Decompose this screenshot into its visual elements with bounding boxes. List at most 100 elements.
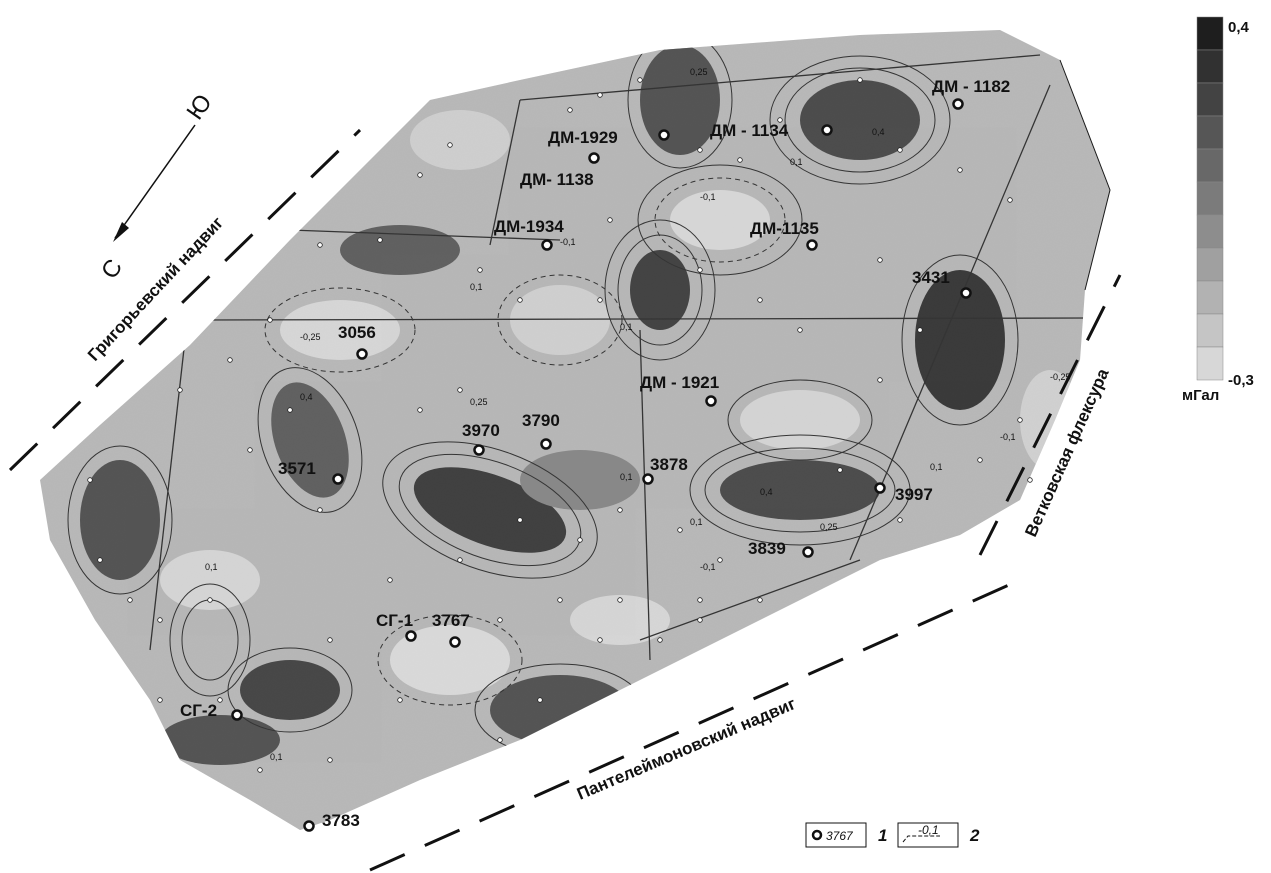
well-3878: 3878 <box>642 455 688 485</box>
survey-point <box>677 527 683 533</box>
survey-point <box>417 172 423 178</box>
survey-point <box>317 242 323 248</box>
well-label: ДМ - 1134 <box>710 121 789 140</box>
well-label: ДМ- 1138 <box>520 170 594 189</box>
scale-min-label: -0,3 <box>1228 372 1254 389</box>
map-outline <box>1059 59 1111 291</box>
survey-point <box>477 267 483 273</box>
well-3839: 3839 <box>748 539 814 558</box>
well-marker-icon <box>473 444 485 456</box>
scale-step <box>1196 82 1224 117</box>
well-label: 3970 <box>462 421 500 440</box>
contour-value-label: 0,1 <box>270 752 283 762</box>
well-marker-icon <box>405 630 417 642</box>
survey-point <box>617 507 623 513</box>
survey-point <box>287 407 293 413</box>
contour-value-label: -0,25 <box>300 332 321 342</box>
well-marker-icon <box>960 287 972 299</box>
contour-value-label: 0,1 <box>620 472 633 482</box>
survey-point <box>517 517 523 523</box>
scale-step <box>1196 16 1224 51</box>
well-marker-icon <box>806 239 818 251</box>
survey-point <box>217 697 223 703</box>
survey-point <box>597 637 603 643</box>
well-label: 3790 <box>522 411 560 430</box>
well-label: ДМ - 1921 <box>640 373 719 392</box>
well-label: ДМ - 1182 <box>932 77 1010 96</box>
well-dm-1934: ДМ-1934 <box>494 217 564 251</box>
survey-point <box>387 577 393 583</box>
survey-point <box>447 142 453 148</box>
legend-isoline-icon <box>902 835 940 843</box>
legend-isoline-sample: -0,1 <box>918 823 939 837</box>
scale-step <box>1196 313 1224 348</box>
well-dm-1135: ДМ-1135 <box>750 219 819 251</box>
scale-step <box>1196 214 1224 249</box>
contour-value-label: -0,1 <box>1000 432 1016 442</box>
survey-point <box>877 377 883 383</box>
well-marker-icon <box>642 473 654 485</box>
survey-points <box>87 77 1033 773</box>
vetkovskaya-flexure-line <box>978 274 1122 556</box>
survey-point <box>1007 197 1013 203</box>
scale-unit-label: мГал <box>1182 387 1219 404</box>
scale-step <box>1196 115 1224 150</box>
survey-point <box>87 477 93 483</box>
survey-point <box>657 637 663 643</box>
survey-point <box>247 447 253 453</box>
survey-point <box>257 767 263 773</box>
well-label: СГ-2 <box>180 701 217 720</box>
survey-point <box>557 597 563 603</box>
contour-value-label: -0,25 <box>1050 372 1071 382</box>
survey-point <box>617 597 623 603</box>
well-label: 3571 <box>278 459 316 478</box>
scale-max-label: 0,4 <box>1228 19 1250 36</box>
well-label: ДМ-1934 <box>494 217 564 236</box>
survey-point <box>857 77 863 83</box>
compass-arrow-icon <box>113 222 129 242</box>
survey-point <box>177 387 183 393</box>
scale-step <box>1196 247 1224 282</box>
well-sg-2: СГ-2 <box>180 701 243 721</box>
well-marker-icon <box>705 395 717 407</box>
survey-point <box>267 317 273 323</box>
contour-value-label: 0,1 <box>930 462 943 472</box>
well-label: 3431 <box>912 268 950 287</box>
panteleymonovsky-label: Пантелеймоновский надвиг <box>574 694 798 804</box>
survey-point <box>897 147 903 153</box>
well-3431: 3431 <box>912 268 972 299</box>
survey-point <box>497 737 503 743</box>
well-marker-icon <box>303 820 315 832</box>
survey-point <box>877 257 883 263</box>
survey-point <box>127 597 133 603</box>
survey-point <box>777 117 783 123</box>
well-marker-icon <box>332 473 344 485</box>
contour-value-label: 0,25 <box>470 397 488 407</box>
well-marker-icon <box>356 348 368 360</box>
survey-point <box>1027 477 1033 483</box>
survey-point <box>227 357 233 363</box>
compass-north-label: С <box>96 254 128 284</box>
legend: 3767 1 -0,1 2 <box>805 822 980 848</box>
survey-point <box>837 467 843 473</box>
legend-isoline-box <box>897 822 959 848</box>
survey-point <box>697 147 703 153</box>
fault-lines <box>8 128 1122 872</box>
scale-step <box>1196 280 1224 315</box>
well-marker-icon <box>821 124 833 136</box>
survey-point <box>497 617 503 623</box>
survey-point <box>597 297 603 303</box>
contour-value-label: 0,1 <box>620 322 633 332</box>
survey-point <box>157 617 163 623</box>
well-label: ДМ-1929 <box>548 128 618 147</box>
survey-point <box>597 92 603 98</box>
survey-point <box>97 557 103 563</box>
survey-point <box>797 327 803 333</box>
contour-value-label: 0,4 <box>872 127 885 137</box>
survey-point <box>897 517 903 523</box>
grigoryevsky-fault-line <box>8 128 362 472</box>
contour-labels: 0,4 0,25 0,1 -0,1 -0,25 0,4 0,25 0,1 -0,1 0,1 -0,2… <box>205 67 1071 762</box>
survey-point <box>717 557 723 563</box>
